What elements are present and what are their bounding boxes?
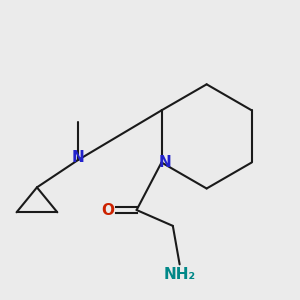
Text: N: N	[71, 150, 84, 165]
Text: O: O	[102, 202, 115, 217]
Text: NH₂: NH₂	[164, 267, 196, 282]
Text: N: N	[159, 155, 172, 170]
